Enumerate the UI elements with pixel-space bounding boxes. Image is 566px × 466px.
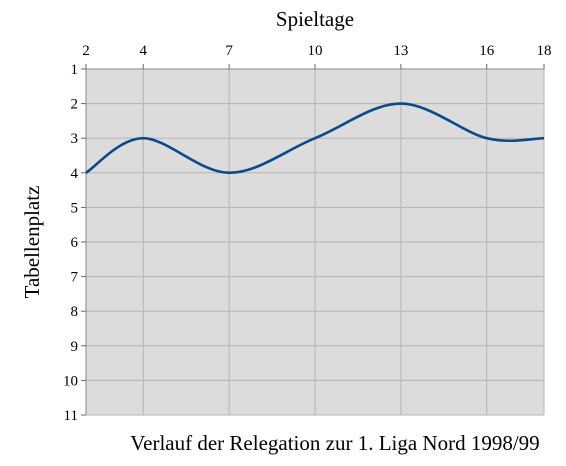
y-tick-label: 10 [63, 373, 78, 389]
x-tick-label: 18 [537, 43, 552, 59]
y-tick-label: 6 [71, 235, 79, 251]
x-tick-label: 4 [140, 43, 148, 59]
y-axis-title: Tabellenplatz [20, 186, 44, 299]
chart-caption: Verlauf der Relegation zur 1. Liga Nord … [130, 431, 539, 455]
x-tick-label: 13 [393, 43, 408, 59]
x-axis-title: Spieltage [276, 7, 354, 31]
y-tick-label: 7 [71, 270, 79, 286]
x-axis-ticks: 2 4 7 10 13 16 18 [82, 43, 551, 59]
y-tick-label: 4 [71, 166, 79, 182]
axes [81, 64, 545, 416]
y-tick-label: 2 [71, 97, 79, 113]
y-tick-label: 9 [71, 339, 79, 355]
y-tick-label: 1 [71, 62, 79, 78]
y-tick-label: 11 [64, 408, 78, 424]
y-tick-label: 5 [71, 200, 79, 216]
series-line [85, 102, 545, 175]
x-tick-label: 2 [82, 43, 90, 59]
y-tick-label: 3 [71, 131, 79, 147]
x-tick-label: 10 [308, 43, 323, 59]
x-tick-label: 16 [479, 43, 495, 59]
x-tick-label: 7 [225, 43, 233, 59]
y-tick-label: 8 [71, 304, 79, 320]
y-axis-ticks: 1 2 3 4 5 6 7 8 9 10 11 [63, 62, 79, 424]
